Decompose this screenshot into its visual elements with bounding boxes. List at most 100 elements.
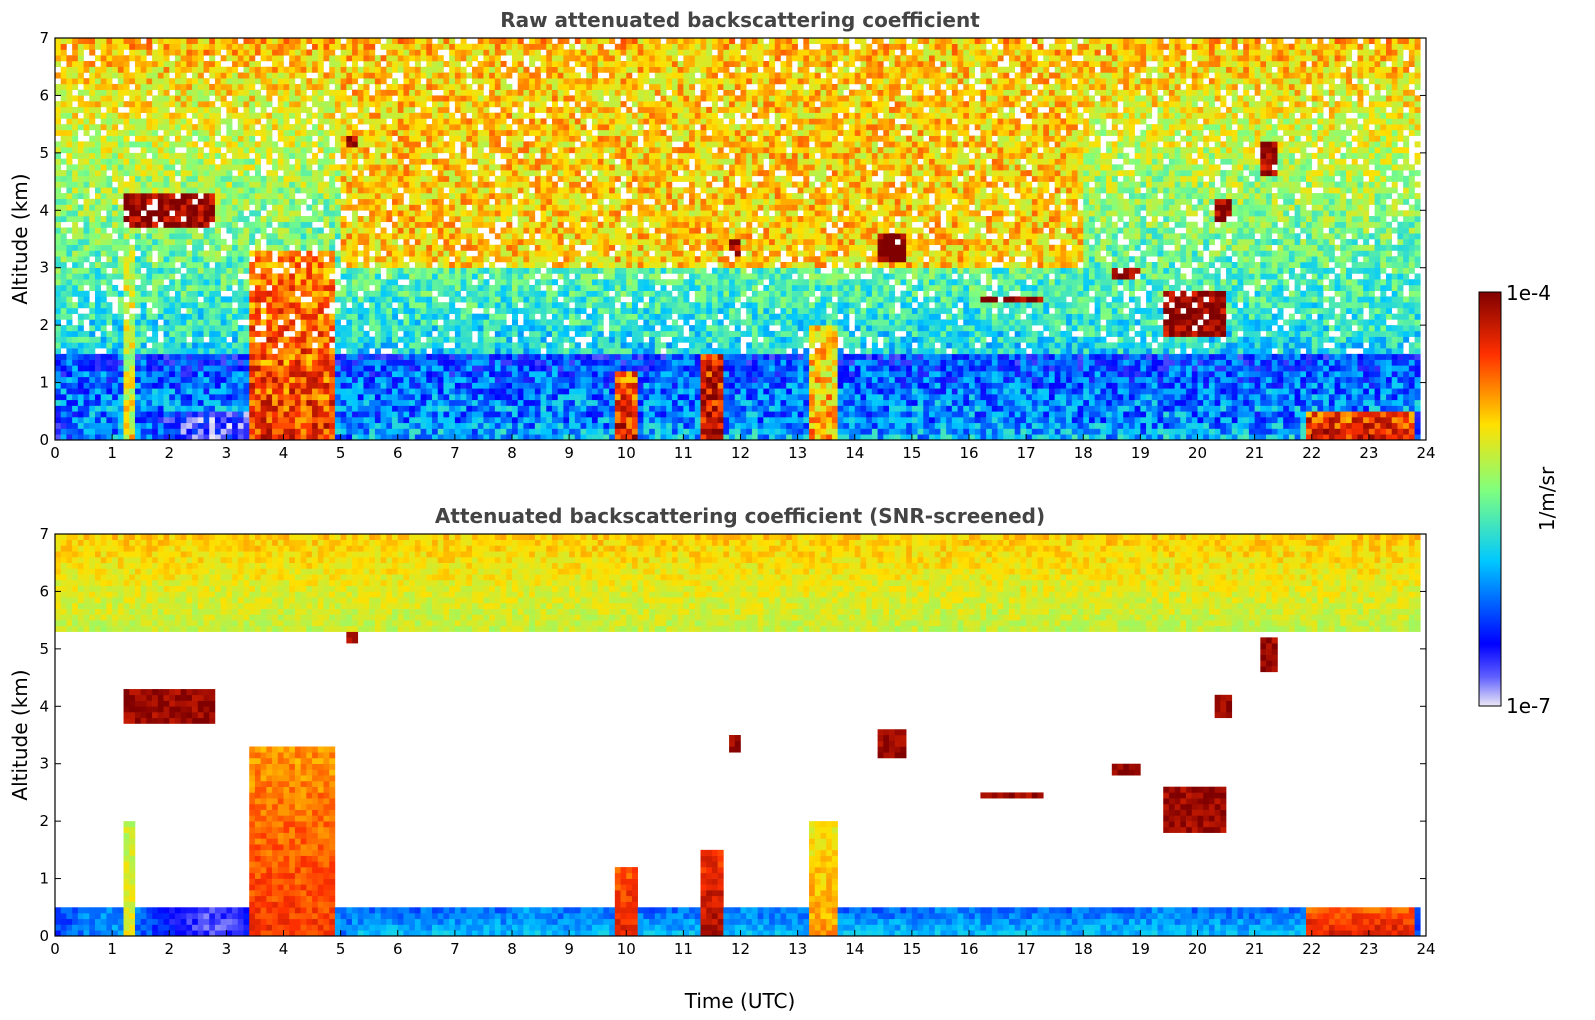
- heatmap-cell: [192, 101, 199, 108]
- heatmap-cell: [129, 175, 136, 182]
- heatmap-cell: [226, 399, 233, 406]
- heatmap-cell: [289, 204, 296, 211]
- heatmap-cell: [100, 417, 107, 424]
- heatmap-cell: [426, 55, 433, 62]
- heatmap-cell: [374, 193, 381, 200]
- heatmap-cell: [454, 83, 461, 90]
- heatmap-cell: [272, 376, 279, 383]
- heatmap-cell: [214, 422, 221, 429]
- heatmap-cell: [117, 204, 124, 211]
- heatmap-cell: [134, 336, 141, 343]
- heatmap-cell: [357, 152, 364, 159]
- heatmap-cell: [209, 267, 216, 274]
- heatmap-cell: [312, 204, 319, 211]
- heatmap-cell: [94, 95, 101, 102]
- heatmap-cell: [100, 244, 107, 251]
- heatmap-cell: [443, 330, 450, 337]
- heatmap-cell: [123, 411, 130, 418]
- heatmap-cell: [420, 233, 427, 240]
- heatmap-cell: [203, 152, 210, 159]
- heatmap-cell: [237, 187, 244, 194]
- heatmap-cell: [266, 399, 273, 406]
- heatmap-cell: [369, 279, 376, 286]
- heatmap-cell: [277, 55, 284, 62]
- heatmap-cell: [414, 399, 421, 406]
- heatmap-cell: [237, 244, 244, 251]
- heatmap-cell: [254, 405, 261, 412]
- heatmap-cell: [454, 118, 461, 125]
- heatmap-cell: [220, 118, 227, 125]
- heatmap-cell: [300, 434, 307, 441]
- heatmap-cell: [409, 129, 416, 136]
- heatmap-cell: [55, 181, 62, 188]
- heatmap-cell: [77, 302, 84, 309]
- heatmap-cell: [437, 405, 444, 412]
- heatmap-cell: [260, 267, 267, 274]
- heatmap-cell: [203, 256, 210, 263]
- heatmap-cell: [466, 135, 473, 142]
- heatmap-cell: [426, 141, 433, 148]
- heatmap-cell: [369, 175, 376, 182]
- heatmap-cell: [323, 141, 330, 148]
- heatmap-cell: [472, 49, 479, 56]
- heatmap-cell: [294, 307, 301, 314]
- heatmap-cell: [266, 250, 273, 257]
- heatmap-cell: [329, 313, 336, 320]
- heatmap-cell: [83, 336, 90, 343]
- heatmap-cell: [134, 221, 141, 228]
- heatmap-cell: [306, 38, 313, 45]
- heatmap-cell: [163, 49, 170, 56]
- heatmap-cell: [83, 279, 90, 286]
- heatmap-cell: [192, 342, 199, 349]
- heatmap-cell: [77, 284, 84, 291]
- heatmap-cell: [346, 38, 353, 45]
- heatmap-cell: [409, 428, 416, 435]
- heatmap-cell: [237, 233, 244, 240]
- heatmap-cell: [483, 66, 490, 73]
- heatmap-cell: [283, 399, 290, 406]
- heatmap-cell: [192, 106, 199, 113]
- heatmap-cell: [157, 193, 164, 200]
- heatmap-cell: [123, 187, 130, 194]
- heatmap-cell: [237, 290, 244, 297]
- heatmap-cell: [197, 330, 204, 337]
- heatmap-cell: [380, 227, 387, 234]
- heatmap-cell: [60, 428, 67, 435]
- heatmap-cell: [203, 95, 210, 102]
- heatmap-cell: [460, 307, 467, 314]
- heatmap-cell: [226, 124, 233, 131]
- heatmap-cell: [192, 164, 199, 171]
- heatmap-cell: [237, 330, 244, 337]
- heatmap-cell: [152, 170, 159, 177]
- heatmap-cell: [329, 279, 336, 286]
- heatmap-cell: [374, 89, 381, 96]
- heatmap-cell: [283, 204, 290, 211]
- heatmap-cell: [329, 112, 336, 119]
- heatmap-cell: [77, 106, 84, 113]
- heatmap-cell: [232, 365, 239, 372]
- heatmap-cell: [214, 342, 221, 349]
- heatmap-cell: [346, 129, 353, 136]
- heatmap-cell: [414, 227, 421, 234]
- heatmap-cell: [163, 256, 170, 263]
- heatmap-cell: [266, 244, 273, 251]
- heatmap-cell: [140, 106, 147, 113]
- heatmap-cell: [466, 411, 473, 418]
- heatmap-cell: [266, 348, 273, 355]
- heatmap-cell: [494, 376, 501, 383]
- heatmap-cell: [237, 193, 244, 200]
- heatmap-cell: [272, 49, 279, 56]
- heatmap-cell: [466, 227, 473, 234]
- heatmap-cell: [443, 38, 450, 45]
- heatmap-cell: [226, 135, 233, 142]
- heatmap-cell: [426, 417, 433, 424]
- heatmap-cell: [129, 118, 136, 125]
- heatmap-cell: [174, 170, 181, 177]
- heatmap-cell: [203, 198, 210, 205]
- heatmap-cell: [426, 382, 433, 389]
- heatmap-cell: [77, 417, 84, 424]
- heatmap-cell: [386, 371, 393, 378]
- heatmap-cell: [123, 399, 130, 406]
- heatmap-cell: [243, 175, 250, 182]
- heatmap-cell: [443, 359, 450, 366]
